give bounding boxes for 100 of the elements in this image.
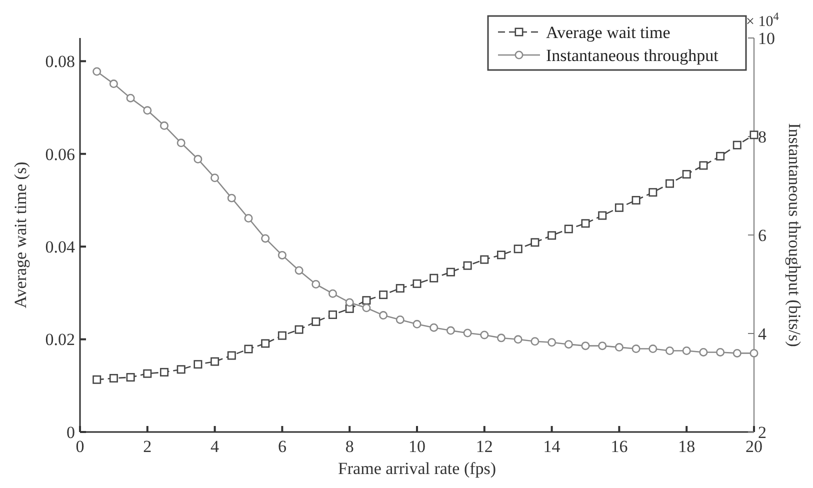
point <box>581 342 590 350</box>
point <box>497 334 506 342</box>
point <box>143 106 152 115</box>
point <box>514 244 522 254</box>
point <box>699 348 708 356</box>
y-tick-label: 0.08 <box>45 52 75 72</box>
point <box>294 266 304 275</box>
x-tick-label: 18 <box>678 437 696 456</box>
point <box>109 374 118 382</box>
x-tick-label: 12 <box>476 437 493 456</box>
point <box>278 331 286 340</box>
point <box>497 250 506 260</box>
point <box>548 231 556 240</box>
y2-tick-label: 4 <box>758 324 767 344</box>
point <box>126 94 135 102</box>
point <box>632 344 640 354</box>
point <box>194 360 202 369</box>
point <box>682 346 691 355</box>
y2-axis-title: Instantaneous throughput (bits/s) <box>785 123 804 347</box>
point <box>614 343 624 352</box>
x-tick-label: 16 <box>610 437 628 456</box>
y-tick-label: 0.02 <box>45 330 75 350</box>
point <box>750 348 758 358</box>
point <box>379 311 388 320</box>
point <box>92 375 102 384</box>
point <box>648 188 658 197</box>
point <box>750 130 758 140</box>
point <box>666 346 674 355</box>
x-tick-label: 6 <box>278 437 286 456</box>
point <box>345 298 354 307</box>
point <box>210 174 220 182</box>
point <box>564 224 573 234</box>
point <box>412 320 422 328</box>
point <box>362 304 371 312</box>
point <box>109 80 118 88</box>
point <box>244 214 253 223</box>
point <box>176 365 186 374</box>
x-tick-label: 14 <box>543 437 561 456</box>
legend-label: Average wait time <box>546 22 670 42</box>
point <box>328 289 337 298</box>
point <box>261 234 270 243</box>
point <box>92 67 102 76</box>
point <box>514 335 522 344</box>
x-tick-label: 4 <box>210 437 220 456</box>
point <box>328 310 337 319</box>
point <box>194 154 202 164</box>
point <box>430 323 438 332</box>
point <box>210 357 220 366</box>
point <box>548 338 556 347</box>
point <box>564 340 573 349</box>
y2-tick-label: 8 <box>758 127 766 146</box>
point <box>732 348 742 358</box>
point <box>480 330 489 340</box>
x-tick-label: 10 <box>408 437 426 456</box>
point <box>463 261 472 270</box>
text: × 10$^{4}$ <box>746 11 780 30</box>
y-tick-label: 0.06 <box>45 144 75 164</box>
point <box>244 344 253 354</box>
point <box>530 337 540 346</box>
point <box>581 219 590 228</box>
point <box>430 274 438 282</box>
y-tick-label: 0.04 <box>45 238 76 257</box>
y2-tick-label: 10 <box>758 28 775 48</box>
x-tick-label: 2 <box>143 437 152 456</box>
point <box>143 369 152 378</box>
point <box>312 280 320 288</box>
point <box>480 255 489 264</box>
legend-label: Instantaneous throughput <box>546 46 719 65</box>
y2-tick-label: 6 <box>758 226 766 245</box>
point <box>126 373 135 382</box>
point <box>446 326 455 335</box>
x-axis-title: Frame arrival rate (fps) <box>338 459 496 478</box>
y-tick-label: 0 <box>66 422 75 442</box>
point <box>396 284 404 293</box>
point <box>160 121 168 130</box>
point <box>699 161 708 170</box>
point <box>362 296 371 305</box>
point <box>379 290 388 300</box>
point <box>682 170 691 179</box>
point <box>227 194 236 202</box>
point <box>463 328 472 338</box>
point <box>412 279 422 288</box>
point <box>648 344 658 354</box>
point <box>632 196 640 204</box>
x-tick-label: 8 <box>345 437 354 456</box>
y-axis-title: Average wait time (s) <box>11 162 30 308</box>
point <box>261 339 270 348</box>
point <box>312 317 320 326</box>
point <box>732 140 742 150</box>
point <box>446 268 455 276</box>
point <box>160 368 168 376</box>
point <box>716 348 725 356</box>
point <box>598 342 607 350</box>
point <box>396 315 404 324</box>
point <box>278 250 286 260</box>
point <box>598 211 607 220</box>
point <box>294 325 304 334</box>
point <box>666 179 674 188</box>
point <box>176 138 186 148</box>
point <box>227 351 236 360</box>
